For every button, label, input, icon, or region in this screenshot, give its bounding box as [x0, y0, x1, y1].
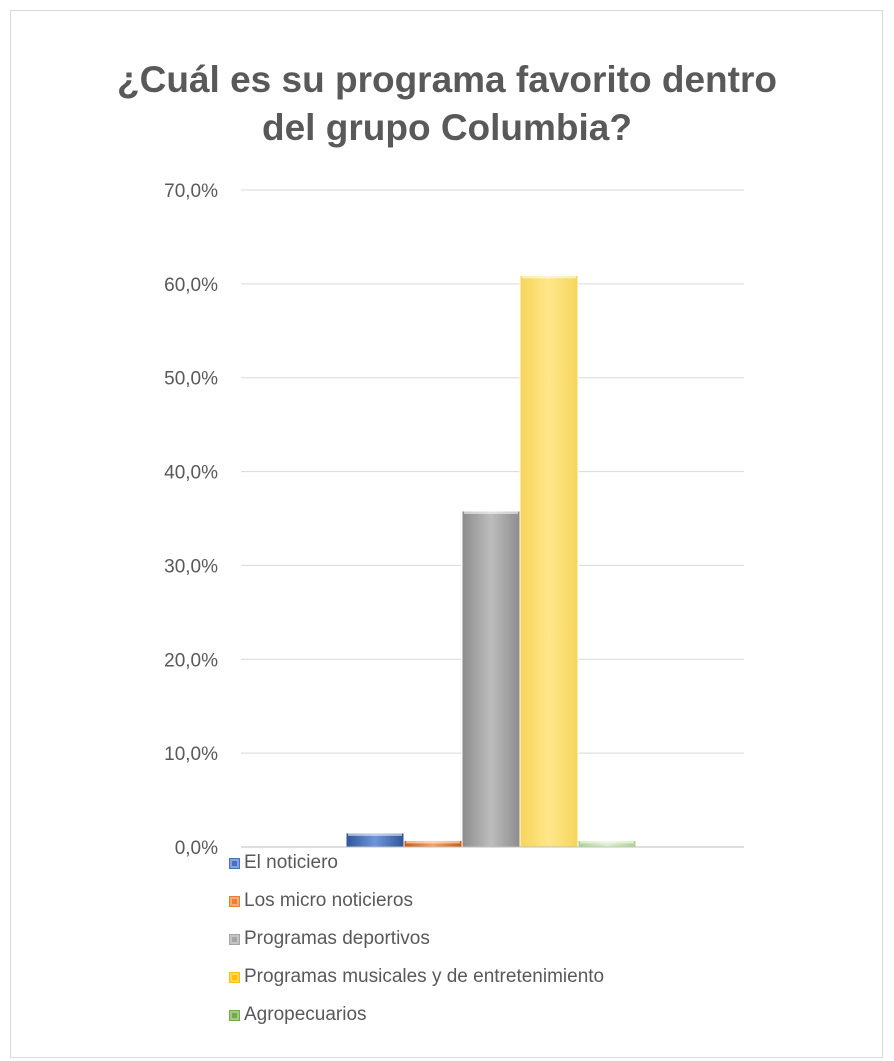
y-tick-label: 20,0%: [164, 650, 218, 671]
legend-item: El noticiero: [229, 848, 338, 878]
y-tick-label: 50,0%: [164, 369, 218, 390]
bar-programas-deportivos: [461, 510, 521, 848]
y-tick-label: 60,0%: [164, 275, 218, 296]
y-tick-label: 10,0%: [164, 744, 218, 765]
legend-item: Los micro noticieros: [229, 886, 413, 916]
legend-label: Los micro noticieros: [244, 890, 413, 911]
legend-swatch: [229, 933, 240, 945]
bar-bevel: [580, 840, 634, 844]
y-tick-label: 40,0%: [164, 463, 218, 484]
bar-bevel: [406, 840, 460, 844]
chart-title-line-2: del grupo Columbia?: [262, 107, 632, 148]
y-tick-label: 30,0%: [164, 556, 218, 577]
chart-area: [10, 10, 883, 1058]
y-tick-label: 70,0%: [164, 181, 218, 202]
bar-programas-musicales-y-de-entretenimiento: [519, 274, 579, 848]
legend-label: Agropecuarios: [244, 1004, 367, 1025]
legend-swatch: [229, 971, 240, 983]
legend-swatch: [229, 895, 240, 907]
bars: [241, 274, 744, 848]
bar-bevel: [348, 832, 402, 836]
legend-swatch: [229, 857, 240, 869]
legend-item: Agropecuarios: [229, 1000, 367, 1030]
legend-item: Programas deportivos: [229, 924, 430, 954]
chart-title-line-1: ¿Cuál es su programa favorito dentro: [117, 59, 777, 100]
y-tick-label: 0,0%: [175, 838, 218, 859]
legend-item: Programas musicales y de entretenimiento: [229, 962, 604, 992]
legend-label: Programas musicales y de entretenimiento: [244, 966, 605, 987]
chart-title: ¿Cuál es su programa favorito dentro del…: [0, 56, 894, 152]
legend-label: Programas deportivos: [244, 928, 430, 949]
legend-label: El noticiero: [244, 852, 338, 873]
legend-swatch: [229, 1009, 240, 1021]
bar-bevel: [464, 510, 518, 514]
y-axis-tick-labels: 0,0% 10,0% 20,0% 30,0% 40,0% 50,0% 60,0% 70,0%: [164, 181, 218, 859]
bar-bevel: [522, 275, 576, 279]
